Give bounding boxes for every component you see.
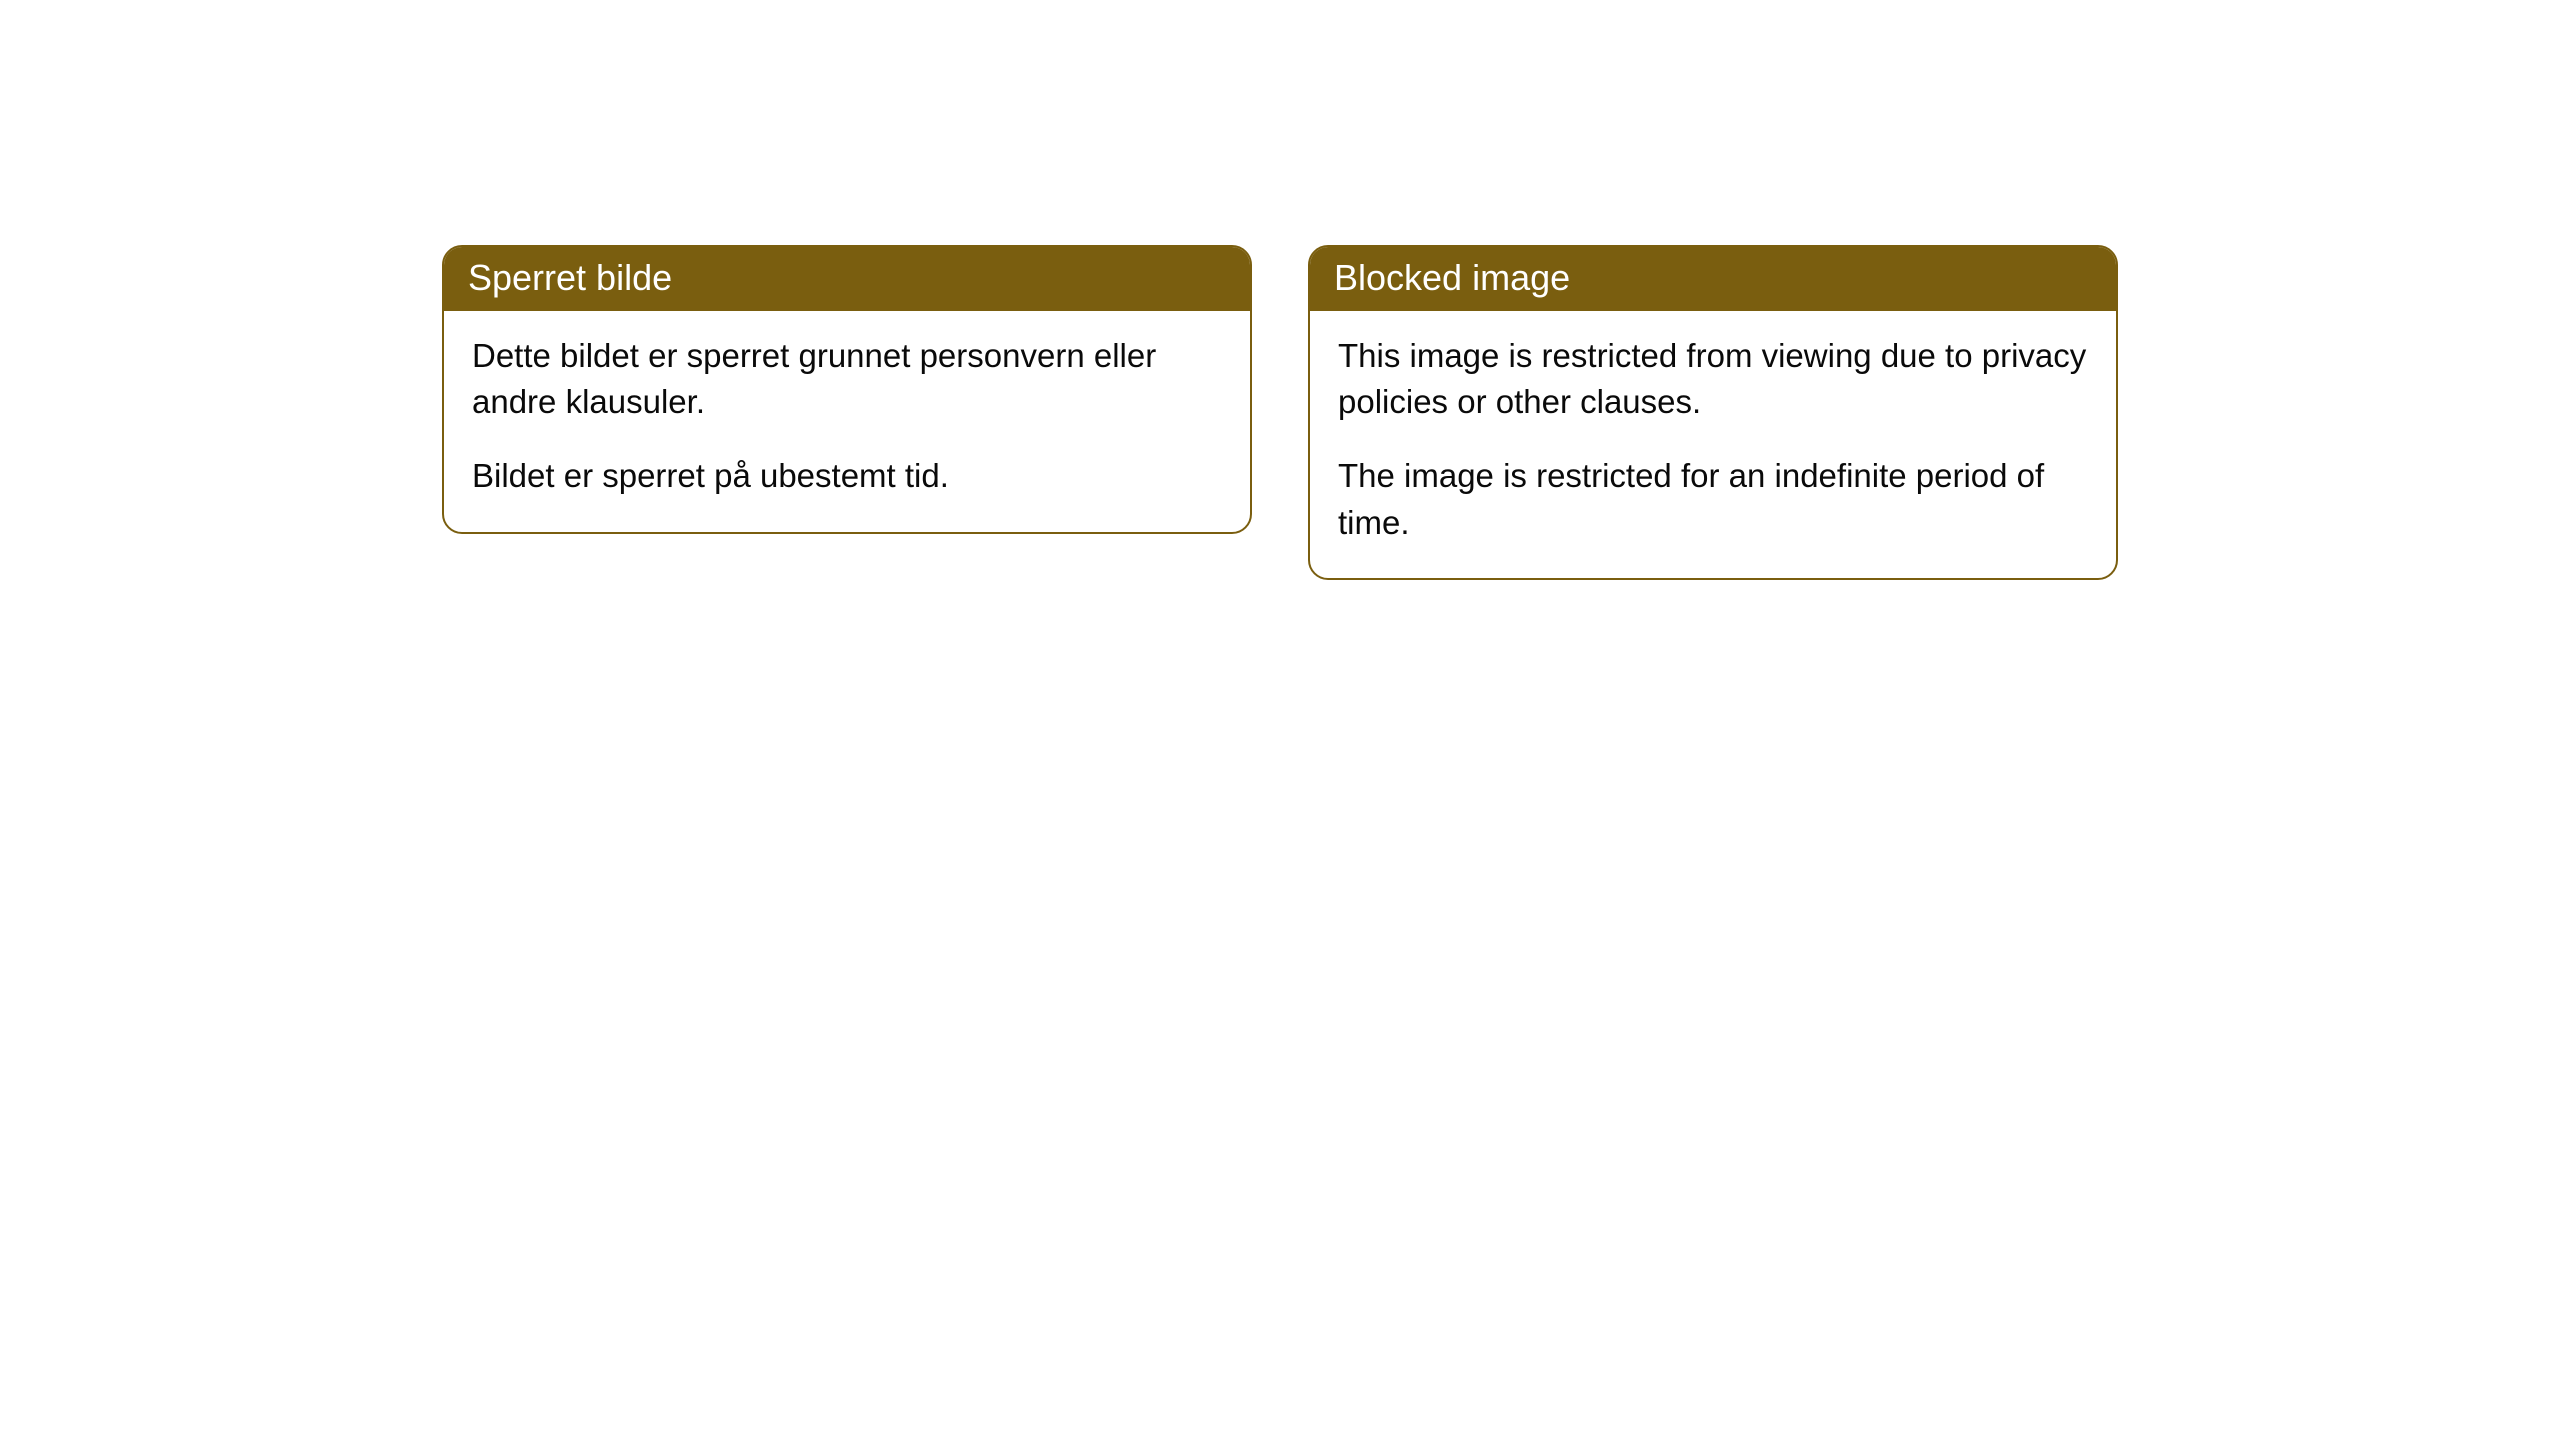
notice-paragraph: Dette bildet er sperret grunnet personve… [472, 333, 1222, 425]
notice-title-english: Blocked image [1310, 247, 2116, 311]
notice-paragraph: This image is restricted from viewing du… [1338, 333, 2088, 425]
notice-paragraph: The image is restricted for an indefinit… [1338, 453, 2088, 545]
notice-body-english: This image is restricted from viewing du… [1310, 311, 2116, 578]
notice-title-norwegian: Sperret bilde [444, 247, 1250, 311]
notice-card-english: Blocked image This image is restricted f… [1308, 245, 2118, 580]
notice-card-norwegian: Sperret bilde Dette bildet er sperret gr… [442, 245, 1252, 534]
notice-body-norwegian: Dette bildet er sperret grunnet personve… [444, 311, 1250, 532]
notice-container: Sperret bilde Dette bildet er sperret gr… [442, 245, 2118, 1440]
notice-paragraph: Bildet er sperret på ubestemt tid. [472, 453, 1222, 499]
